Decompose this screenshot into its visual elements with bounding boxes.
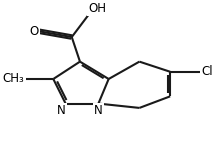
Text: Cl: Cl [201,65,213,78]
Text: O: O [30,25,39,38]
Text: N: N [94,104,103,117]
Text: N: N [57,104,66,117]
Text: OH: OH [88,2,106,15]
Text: CH₃: CH₃ [3,73,25,85]
